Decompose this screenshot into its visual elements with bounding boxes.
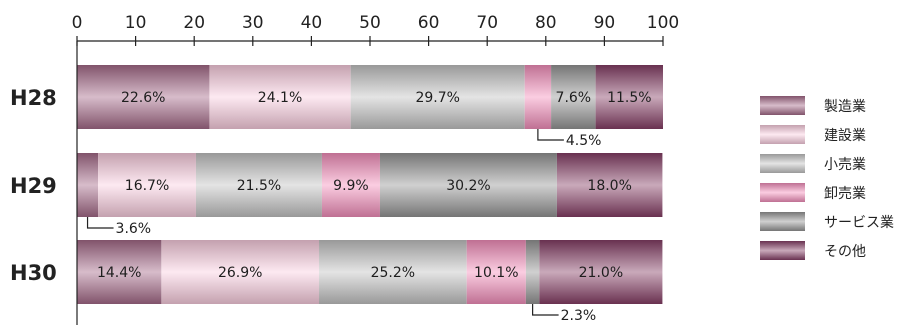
legend-label: 小売業 bbox=[824, 157, 866, 173]
legend-swatch bbox=[760, 241, 805, 260]
legend-swatch bbox=[760, 154, 805, 173]
bar-segment bbox=[161, 240, 320, 304]
bar-segment bbox=[98, 153, 196, 217]
data-label: 10.1% bbox=[474, 265, 518, 281]
legend-label: 製造業 bbox=[824, 99, 866, 115]
x-tick-label: 30 bbox=[242, 13, 264, 33]
legend-swatch bbox=[760, 96, 805, 115]
callouts: 4.5% 3.6% 2.3% bbox=[86, 129, 602, 324]
data-label: 9.9% bbox=[333, 178, 369, 194]
data-label: 25.2% bbox=[371, 265, 415, 281]
data-label: 11.5% bbox=[607, 90, 651, 106]
bar-segment bbox=[379, 153, 557, 217]
bars-layer bbox=[77, 65, 663, 304]
bar-segment bbox=[77, 65, 210, 129]
x-tick-label: 80 bbox=[535, 13, 557, 33]
bar-segment bbox=[595, 65, 663, 129]
bar-segment bbox=[350, 65, 525, 129]
data-label: 30.2% bbox=[446, 178, 490, 194]
legend-swatch bbox=[760, 212, 805, 231]
callout-leader bbox=[86, 217, 114, 229]
data-label: 14.4% bbox=[97, 265, 141, 281]
data-label: 29.7% bbox=[415, 90, 459, 106]
callout-label: 4.5% bbox=[566, 133, 602, 149]
callout-label: 3.6% bbox=[116, 221, 152, 237]
category-labels: H28 H29 H30 bbox=[10, 86, 57, 285]
category-label: H30 bbox=[10, 261, 57, 285]
x-tick-label: 20 bbox=[183, 13, 205, 33]
data-label: 22.6% bbox=[121, 90, 165, 106]
category-label: H29 bbox=[10, 174, 57, 198]
legend-label: 建設業 bbox=[824, 128, 866, 144]
segment-labels: 22.6% 24.1% 29.7% 7.6% 11.5% 16.7% 21.5% 9.9% 30… bbox=[97, 90, 652, 281]
data-label: 7.6% bbox=[556, 90, 592, 106]
x-axis: 0 10 20 30 40 50 60 70 80 90 100 bbox=[72, 13, 679, 325]
x-tick-label: 70 bbox=[476, 13, 498, 33]
bar-segment bbox=[77, 240, 162, 304]
bar-segment bbox=[195, 153, 322, 217]
data-label: 21.0% bbox=[579, 265, 623, 281]
callout-leader bbox=[537, 129, 564, 141]
bar-segment bbox=[209, 65, 351, 129]
data-label: 16.7% bbox=[125, 178, 169, 194]
bar-segment bbox=[319, 240, 467, 304]
bar-segment bbox=[556, 153, 663, 217]
legend-label: 卸売業 bbox=[824, 186, 866, 202]
bar-segment bbox=[539, 240, 663, 304]
bar-segment bbox=[524, 65, 552, 129]
x-tick-label: 40 bbox=[301, 13, 323, 33]
x-tick-label: 100 bbox=[647, 13, 679, 33]
x-tick-label: 60 bbox=[418, 13, 440, 33]
bar-segment bbox=[551, 65, 596, 129]
callout-label: 2.3% bbox=[561, 308, 597, 324]
data-label: 26.9% bbox=[218, 265, 262, 281]
x-tick-label: 50 bbox=[359, 13, 381, 33]
bar-segment bbox=[466, 240, 526, 304]
x-tick-label: 0 bbox=[72, 13, 83, 33]
data-label: 24.1% bbox=[258, 90, 302, 106]
x-tick-label: 90 bbox=[594, 13, 616, 33]
data-label: 21.5% bbox=[237, 178, 281, 194]
bar-segment bbox=[525, 240, 540, 304]
legend-label: サービス業 bbox=[824, 215, 894, 231]
bar-segment bbox=[321, 153, 380, 217]
legend-swatch bbox=[760, 183, 805, 202]
callout-leader bbox=[532, 304, 559, 316]
legend-swatch bbox=[760, 125, 805, 144]
x-tick-label: 10 bbox=[125, 13, 147, 33]
bar-segment bbox=[77, 153, 99, 217]
category-label: H28 bbox=[10, 86, 57, 110]
legend-label: その他 bbox=[824, 244, 866, 260]
data-label: 18.0% bbox=[587, 178, 631, 194]
